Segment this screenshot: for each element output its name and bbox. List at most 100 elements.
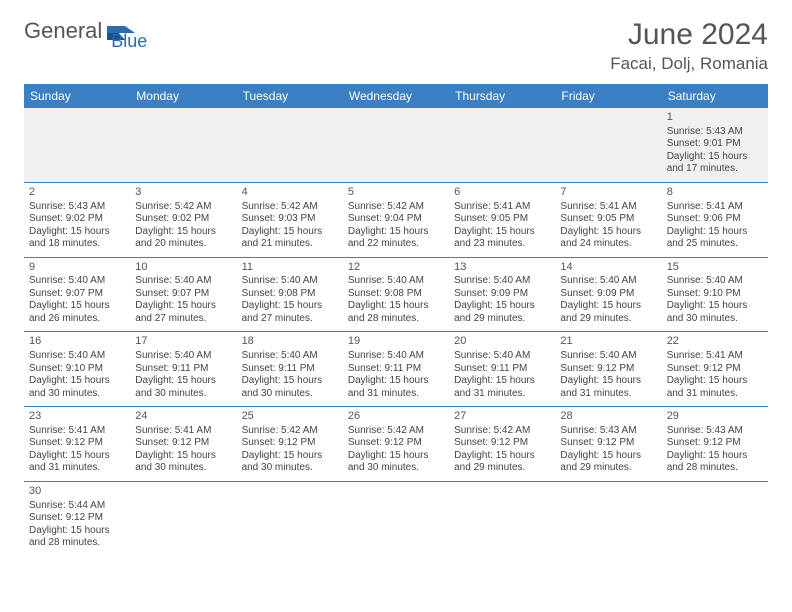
day-number: 13 — [454, 261, 550, 275]
calendar-row: 30Sunrise: 5:44 AMSunset: 9:12 PMDayligh… — [24, 481, 768, 555]
calendar-cell: 3Sunrise: 5:42 AMSunset: 9:02 PMDaylight… — [130, 182, 236, 257]
col-thursday: Thursday — [449, 84, 555, 108]
calendar-row: 23Sunrise: 5:41 AMSunset: 9:12 PMDayligh… — [24, 407, 768, 482]
daylight-text: and 23 minutes. — [454, 238, 550, 251]
col-wednesday: Wednesday — [343, 84, 449, 108]
calendar-cell: 15Sunrise: 5:40 AMSunset: 9:10 PMDayligh… — [662, 257, 768, 332]
daylight-text: and 21 minutes. — [242, 238, 338, 251]
daylight-text: and 25 minutes. — [667, 238, 763, 251]
sunrise-text: Sunrise: 5:40 AM — [348, 350, 444, 363]
calendar-cell — [555, 481, 661, 555]
title-block: June 2024 Facai, Dolj, Romania — [610, 18, 768, 74]
daylight-text: and 26 minutes. — [29, 313, 125, 326]
daylight-text: Daylight: 15 hours — [348, 300, 444, 313]
daylight-text: and 22 minutes. — [348, 238, 444, 251]
sunset-text: Sunset: 9:07 PM — [29, 288, 125, 301]
daylight-text: Daylight: 15 hours — [29, 300, 125, 313]
day-number: 22 — [667, 335, 763, 349]
logo-text-general: General — [24, 18, 102, 44]
logo-text-blue: Blue — [111, 31, 147, 52]
daylight-text: Daylight: 15 hours — [29, 375, 125, 388]
sunrise-text: Sunrise: 5:42 AM — [135, 201, 231, 214]
sunrise-text: Sunrise: 5:40 AM — [135, 350, 231, 363]
calendar-cell: 8Sunrise: 5:41 AMSunset: 9:06 PMDaylight… — [662, 182, 768, 257]
calendar-header-row: Sunday Monday Tuesday Wednesday Thursday… — [24, 84, 768, 108]
calendar-cell: 28Sunrise: 5:43 AMSunset: 9:12 PMDayligh… — [555, 407, 661, 482]
daylight-text: and 28 minutes. — [667, 462, 763, 475]
sunrise-text: Sunrise: 5:40 AM — [667, 275, 763, 288]
calendar-cell — [555, 108, 661, 182]
calendar-cell: 18Sunrise: 5:40 AMSunset: 9:11 PMDayligh… — [237, 332, 343, 407]
day-number: 3 — [135, 186, 231, 200]
daylight-text: and 29 minutes. — [560, 313, 656, 326]
sunset-text: Sunset: 9:01 PM — [667, 138, 763, 151]
calendar-cell: 21Sunrise: 5:40 AMSunset: 9:12 PMDayligh… — [555, 332, 661, 407]
sunset-text: Sunset: 9:10 PM — [29, 363, 125, 376]
sunset-text: Sunset: 9:12 PM — [348, 437, 444, 450]
daylight-text: and 31 minutes. — [667, 388, 763, 401]
calendar-cell: 24Sunrise: 5:41 AMSunset: 9:12 PMDayligh… — [130, 407, 236, 482]
daylight-text: and 29 minutes. — [454, 462, 550, 475]
daylight-text: and 28 minutes. — [348, 313, 444, 326]
sunset-text: Sunset: 9:10 PM — [667, 288, 763, 301]
daylight-text: Daylight: 15 hours — [560, 375, 656, 388]
daylight-text: Daylight: 15 hours — [135, 300, 231, 313]
calendar-cell: 26Sunrise: 5:42 AMSunset: 9:12 PMDayligh… — [343, 407, 449, 482]
sunrise-text: Sunrise: 5:43 AM — [667, 126, 763, 139]
day-number: 11 — [242, 261, 338, 275]
daylight-text: Daylight: 15 hours — [454, 450, 550, 463]
daylight-text: and 30 minutes. — [135, 462, 231, 475]
day-number: 19 — [348, 335, 444, 349]
sunrise-text: Sunrise: 5:40 AM — [454, 350, 550, 363]
sunset-text: Sunset: 9:05 PM — [454, 213, 550, 226]
daylight-text: and 24 minutes. — [560, 238, 656, 251]
daylight-text: and 30 minutes. — [242, 388, 338, 401]
calendar-cell — [237, 108, 343, 182]
sunset-text: Sunset: 9:11 PM — [135, 363, 231, 376]
calendar-cell: 27Sunrise: 5:42 AMSunset: 9:12 PMDayligh… — [449, 407, 555, 482]
calendar-body: 1Sunrise: 5:43 AMSunset: 9:01 PMDaylight… — [24, 108, 768, 556]
sunset-text: Sunset: 9:09 PM — [560, 288, 656, 301]
sunset-text: Sunset: 9:09 PM — [454, 288, 550, 301]
day-number: 21 — [560, 335, 656, 349]
calendar-cell — [343, 108, 449, 182]
sunrise-text: Sunrise: 5:40 AM — [29, 275, 125, 288]
sunrise-text: Sunrise: 5:43 AM — [29, 201, 125, 214]
sunset-text: Sunset: 9:07 PM — [135, 288, 231, 301]
sunrise-text: Sunrise: 5:40 AM — [454, 275, 550, 288]
sunrise-text: Sunrise: 5:40 AM — [242, 350, 338, 363]
sunrise-text: Sunrise: 5:41 AM — [29, 425, 125, 438]
calendar-cell: 23Sunrise: 5:41 AMSunset: 9:12 PMDayligh… — [24, 407, 130, 482]
sunrise-text: Sunrise: 5:42 AM — [242, 425, 338, 438]
daylight-text: Daylight: 15 hours — [667, 151, 763, 164]
daylight-text: Daylight: 15 hours — [667, 226, 763, 239]
daylight-text: Daylight: 15 hours — [454, 226, 550, 239]
day-number: 18 — [242, 335, 338, 349]
sunrise-text: Sunrise: 5:40 AM — [348, 275, 444, 288]
sunrise-text: Sunrise: 5:44 AM — [29, 500, 125, 513]
calendar-cell: 22Sunrise: 5:41 AMSunset: 9:12 PMDayligh… — [662, 332, 768, 407]
daylight-text: Daylight: 15 hours — [29, 226, 125, 239]
day-number: 10 — [135, 261, 231, 275]
daylight-text: and 31 minutes. — [454, 388, 550, 401]
calendar-cell: 6Sunrise: 5:41 AMSunset: 9:05 PMDaylight… — [449, 182, 555, 257]
sunset-text: Sunset: 9:05 PM — [560, 213, 656, 226]
daylight-text: Daylight: 15 hours — [560, 226, 656, 239]
daylight-text: Daylight: 15 hours — [667, 450, 763, 463]
day-number: 5 — [348, 186, 444, 200]
sunset-text: Sunset: 9:12 PM — [560, 363, 656, 376]
daylight-text: Daylight: 15 hours — [29, 525, 125, 538]
day-number: 9 — [29, 261, 125, 275]
daylight-text: and 30 minutes. — [348, 462, 444, 475]
calendar-cell: 7Sunrise: 5:41 AMSunset: 9:05 PMDaylight… — [555, 182, 661, 257]
sunset-text: Sunset: 9:12 PM — [667, 437, 763, 450]
sunrise-text: Sunrise: 5:43 AM — [667, 425, 763, 438]
calendar-row: 9Sunrise: 5:40 AMSunset: 9:07 PMDaylight… — [24, 257, 768, 332]
daylight-text: Daylight: 15 hours — [454, 300, 550, 313]
day-number: 28 — [560, 410, 656, 424]
daylight-text: and 17 minutes. — [667, 163, 763, 176]
sunset-text: Sunset: 9:08 PM — [348, 288, 444, 301]
sunrise-text: Sunrise: 5:41 AM — [560, 201, 656, 214]
day-number: 25 — [242, 410, 338, 424]
sunset-text: Sunset: 9:02 PM — [135, 213, 231, 226]
